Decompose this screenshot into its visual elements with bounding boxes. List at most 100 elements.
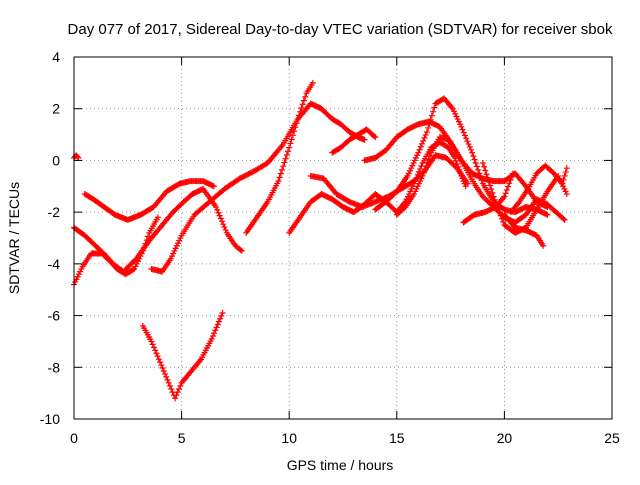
data-point [496, 209, 503, 216]
x-tick-label: 0 [70, 430, 78, 446]
data-point [277, 170, 284, 177]
data-points [71, 79, 570, 402]
data-point [279, 166, 286, 173]
data-point [154, 214, 161, 221]
data-point [490, 193, 497, 200]
data-point [560, 215, 567, 222]
series-arc-a [71, 152, 82, 161]
data-point [427, 116, 434, 123]
data-point [464, 138, 471, 145]
data-point [211, 330, 218, 337]
data-point [505, 183, 512, 190]
data-point [506, 180, 513, 187]
data-point [452, 157, 459, 164]
data-point [153, 350, 160, 357]
data-point [423, 128, 430, 135]
data-point [285, 148, 292, 155]
data-point [143, 237, 150, 244]
data-point [139, 247, 146, 254]
series-arc-e [139, 309, 226, 402]
data-point [208, 335, 215, 342]
data-point [475, 166, 482, 173]
data-point [163, 373, 170, 380]
data-point [130, 266, 137, 273]
data-point [473, 163, 480, 170]
data-point [173, 392, 180, 399]
data-point [219, 309, 226, 316]
x-tick-label: 15 [389, 430, 405, 446]
data-point [292, 124, 299, 131]
data-point [217, 315, 224, 322]
data-point [493, 199, 500, 206]
data-point [458, 123, 465, 130]
y-tick-label: 4 [52, 49, 60, 65]
x-tick-label: 20 [497, 430, 513, 446]
data-point [154, 353, 161, 360]
data-point [422, 166, 429, 173]
data-point [507, 177, 514, 184]
data-point [216, 212, 223, 219]
data-point [148, 338, 155, 345]
x-tick-label: 10 [281, 430, 297, 446]
data-point [472, 160, 479, 167]
series-arc-p [501, 211, 547, 249]
data-point [210, 183, 217, 190]
data-point [421, 134, 428, 141]
data-point [500, 218, 507, 225]
chart-title: Day 077 of 2017, Sidereal Day-to-day VTE… [68, 21, 613, 38]
data-point [275, 178, 282, 185]
data-point [361, 136, 368, 143]
data-point [425, 124, 432, 131]
data-point [561, 216, 568, 223]
series-arc-n [507, 162, 570, 216]
data-point [159, 365, 166, 372]
data-point [217, 215, 224, 222]
data-point [302, 93, 309, 100]
data-point [212, 327, 219, 334]
data-point [288, 136, 295, 143]
data-point [155, 356, 162, 363]
data-point [466, 143, 473, 150]
y-tick-label: -8 [48, 359, 61, 375]
data-point [296, 112, 303, 119]
data-point [283, 151, 290, 158]
data-point [157, 359, 164, 366]
data-point [560, 176, 567, 183]
data-point [460, 129, 467, 136]
data-point [428, 112, 435, 119]
data-point [215, 209, 222, 216]
data-point [282, 155, 289, 162]
data-point [562, 169, 569, 176]
data-point [289, 132, 296, 139]
plot-frame [73, 56, 613, 420]
data-point [461, 132, 468, 139]
series-arc-l [393, 134, 568, 226]
data-point [467, 146, 474, 153]
data-point [294, 116, 301, 123]
data-point [451, 154, 458, 161]
data-point [422, 131, 429, 138]
y-tick-label: -4 [48, 256, 61, 272]
y-axis-label: SDTVAR / TECUs [6, 182, 22, 294]
series-arc-c [81, 178, 217, 223]
data-point [166, 382, 173, 389]
data-point [149, 341, 156, 348]
data-point [214, 321, 221, 328]
data-point [482, 167, 489, 174]
y-tick-label: 0 [52, 152, 60, 168]
data-point [502, 190, 509, 197]
data-point [298, 104, 305, 111]
data-point [214, 206, 221, 213]
series-arc-q [329, 126, 379, 156]
data-point [168, 386, 175, 393]
data-point [427, 152, 434, 159]
axis-ticks [73, 56, 613, 420]
data-point [142, 240, 149, 247]
y-tick-label: 2 [52, 101, 60, 117]
data-point [286, 144, 293, 151]
data-point [420, 137, 427, 144]
data-point [501, 193, 508, 200]
data-point [478, 177, 485, 184]
x-tick-label: 25 [604, 430, 620, 446]
